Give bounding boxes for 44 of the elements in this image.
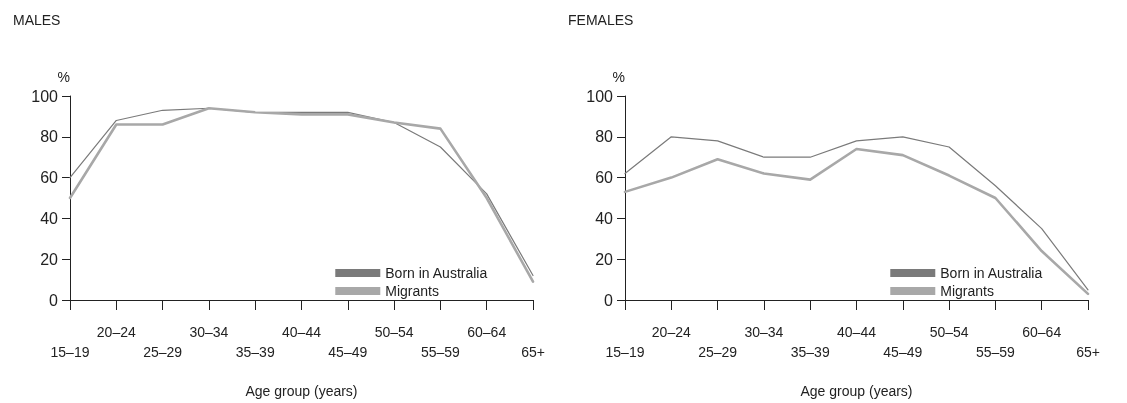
legend-label: Migrants [385,283,439,299]
x-tick-label: 15–19 [50,344,90,360]
x-tick-label: 25–29 [698,344,738,360]
y-tick-label: 100 [586,87,614,105]
y-tick-label: 60 [595,169,614,187]
x-tick-label: 60–64 [1022,324,1062,340]
x-tick-label: 40–44 [282,324,322,340]
x-tick-label: 60–64 [467,324,507,340]
y-tick-label: 20 [40,250,59,268]
y-tick-label: 20 [595,250,614,268]
y-tick-label: 80 [595,128,614,146]
legend-label: Migrants [940,283,994,299]
x-tick-label: 50–54 [929,324,969,340]
x-axis-title: Age group (years) [245,383,358,399]
x-tick-label: 50–54 [374,324,414,340]
x-tick-label: 55–59 [420,344,461,360]
y-tick-label: 80 [40,128,59,146]
x-tick-label: 40–44 [837,324,877,340]
y-tick-label: 40 [40,209,59,227]
x-tick-label: 65+ [1076,344,1100,360]
x-tick-label: 25–29 [143,344,183,360]
y-tick-label: 100 [31,87,59,105]
chart-title: MALES [13,12,61,28]
x-tick-label: 15–19 [605,344,645,360]
x-tick-label: 45–49 [883,344,923,360]
y-tick-label: 0 [604,291,614,309]
x-tick-label: 30–34 [744,324,784,340]
x-tick-label: 20–24 [651,324,691,340]
x-tick-label: 35–39 [790,344,830,360]
y-tick-label: 0 [49,291,59,309]
x-tick-label: 65+ [521,344,545,360]
x-tick-label: 45–49 [328,344,368,360]
y-axis-title: % [612,69,625,85]
x-tick-label: 35–39 [235,344,275,360]
x-tick-label: 55–59 [975,344,1016,360]
y-tick-label: 60 [40,169,59,187]
legend-label: Born in Australia [385,265,488,281]
x-axis-title: Age group (years) [800,383,913,399]
y-axis-title: % [57,69,70,85]
y-tick-label: 40 [595,209,614,227]
x-tick-label: 30–34 [189,324,229,340]
chart-title: FEMALES [568,12,634,28]
legend-label: Born in Australia [940,265,1043,281]
x-tick-label: 20–24 [96,324,136,340]
